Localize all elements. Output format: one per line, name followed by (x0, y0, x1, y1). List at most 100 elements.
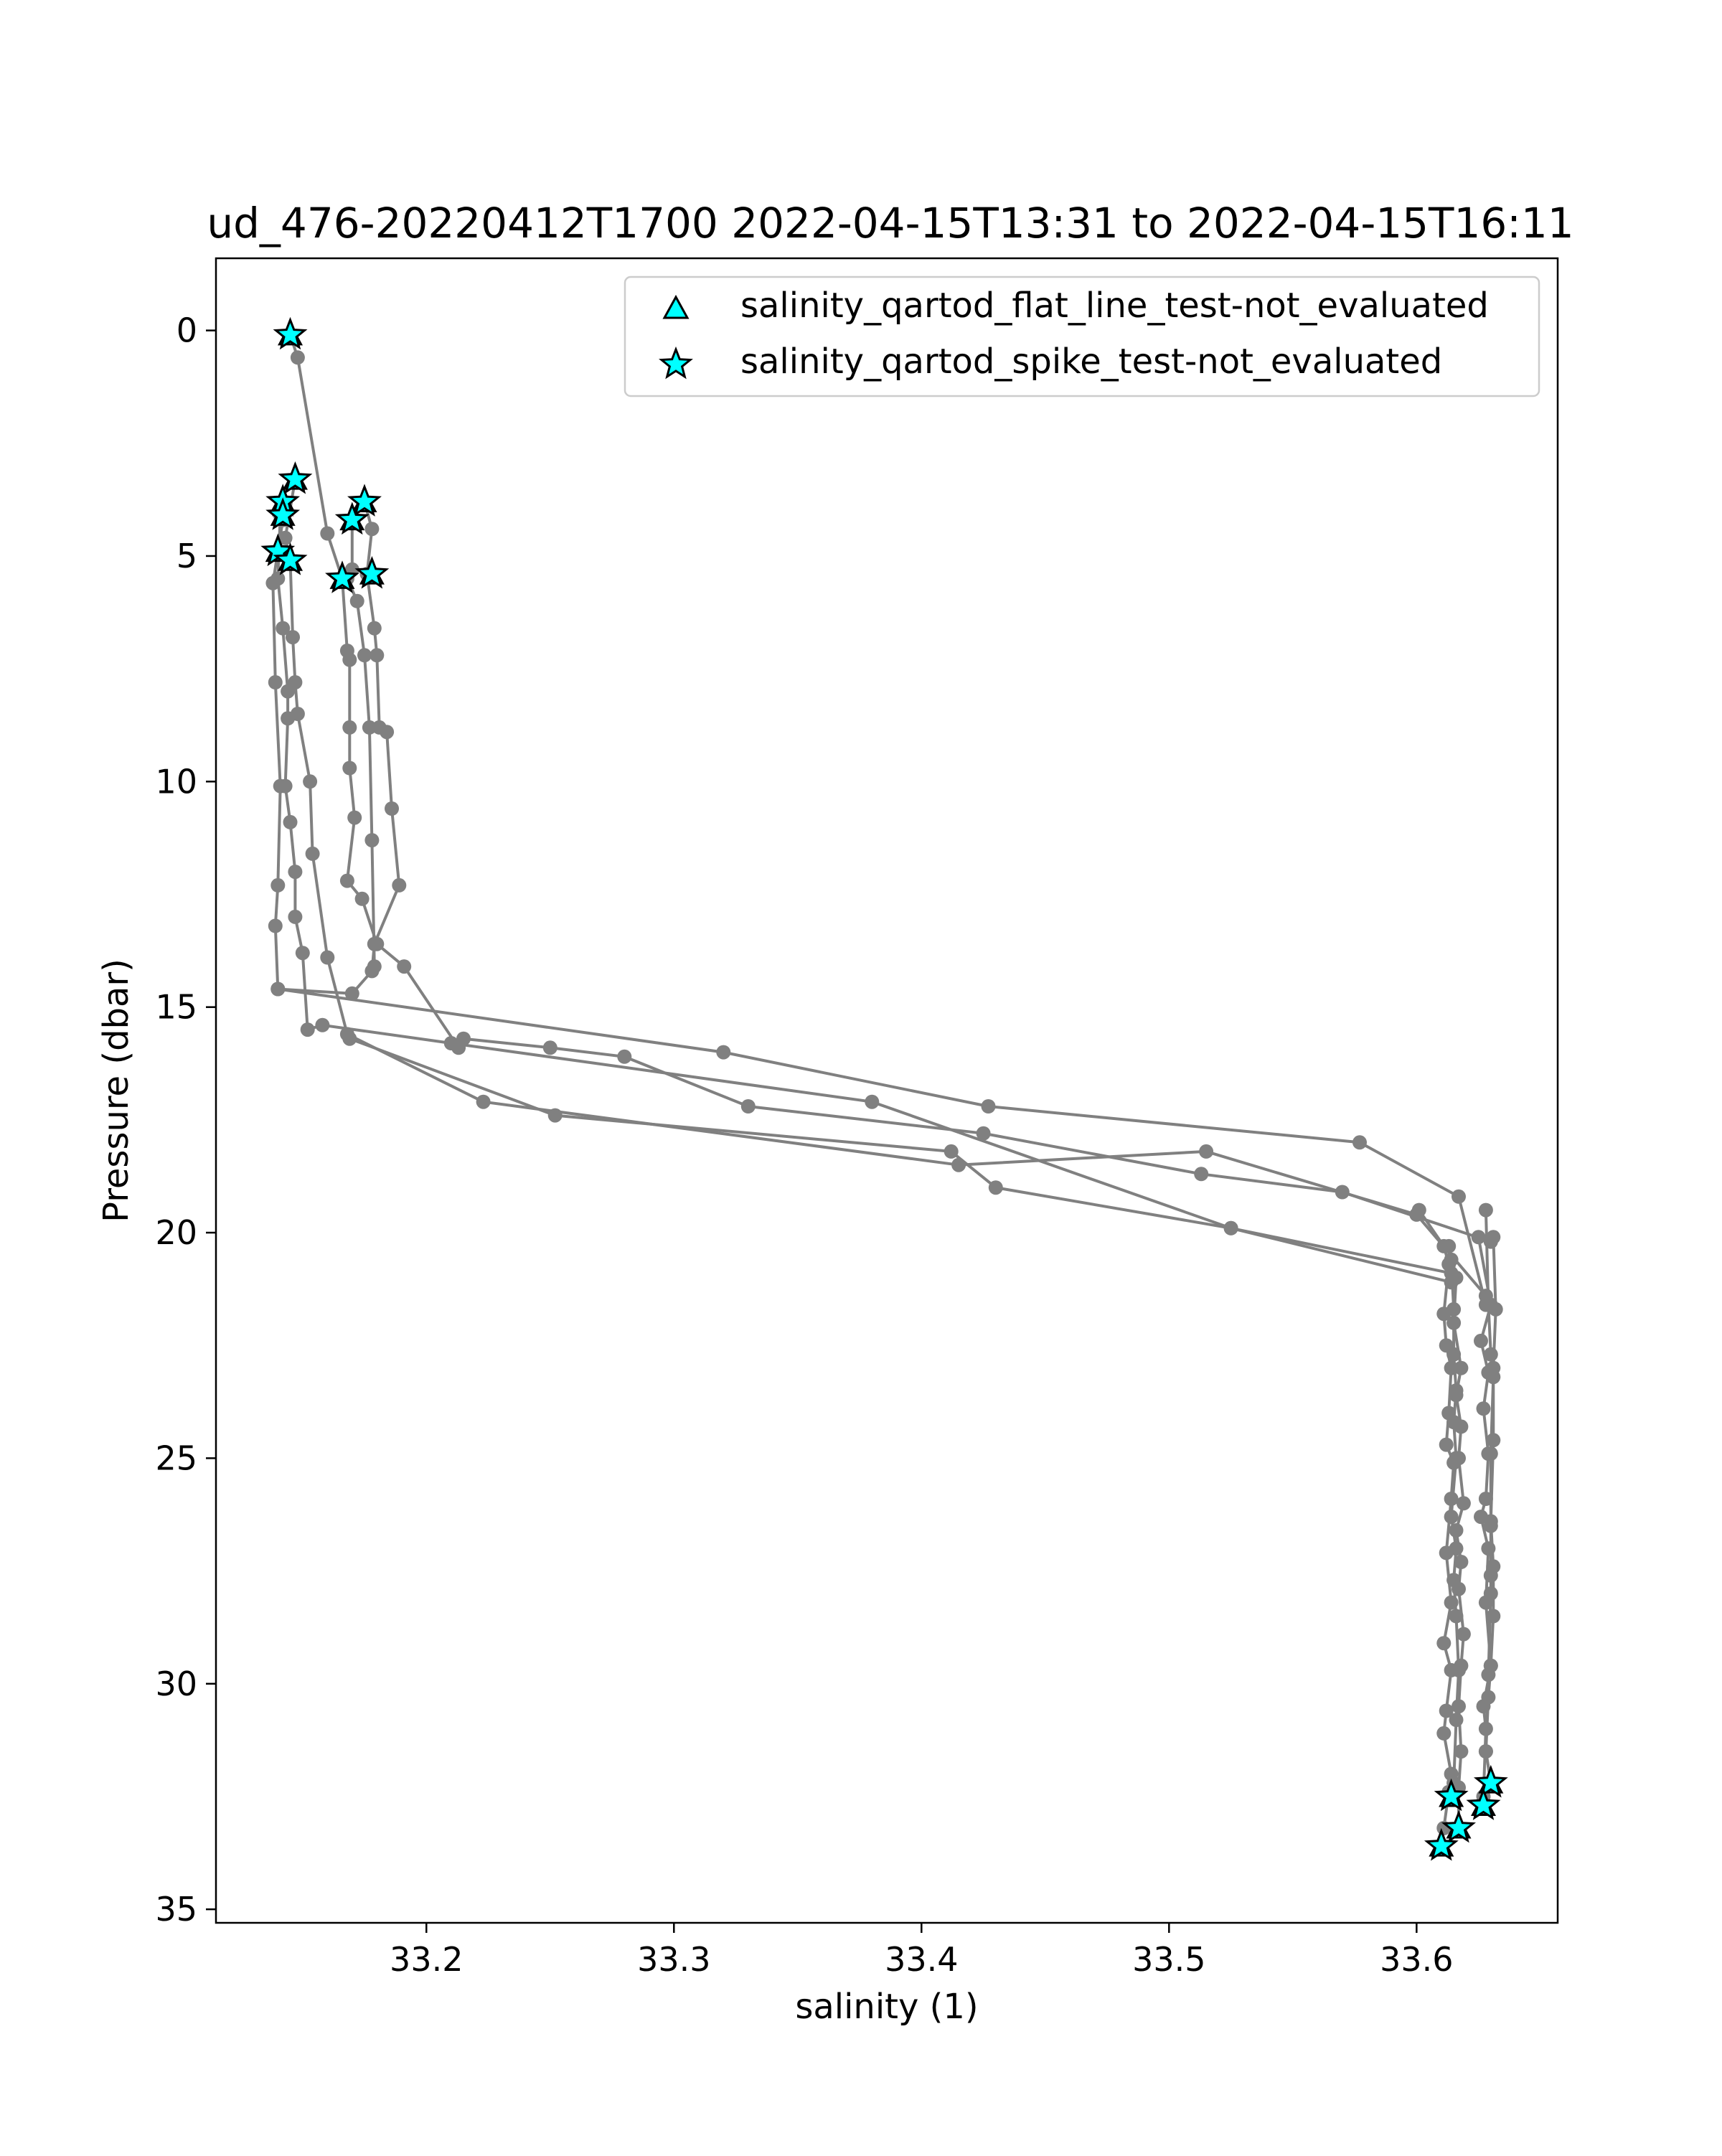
data-point (339, 873, 354, 888)
x-tick-label: 33.3 (637, 1940, 710, 1979)
data-point (1483, 1514, 1498, 1529)
spike-flag-star-icon (1424, 1827, 1459, 1861)
data-point (362, 720, 377, 735)
data-point (288, 865, 303, 880)
data-point (283, 814, 298, 829)
data-point (1481, 1690, 1496, 1705)
data-point (944, 1144, 959, 1159)
data-point (320, 526, 335, 541)
data-point (385, 801, 399, 816)
spike-flag-star-icon (1473, 1764, 1508, 1798)
data-point (270, 982, 286, 997)
data-point (1486, 1559, 1501, 1574)
profile-line (288, 334, 1492, 1243)
data-point (1488, 1301, 1503, 1317)
profile-line (271, 519, 1487, 1306)
legend-box (624, 276, 1540, 397)
data-point (342, 761, 357, 776)
x-tick-label: 33.4 (885, 1940, 958, 1979)
data-point (981, 1099, 996, 1114)
data-point (367, 621, 382, 636)
data-point (1483, 1446, 1498, 1461)
y-axis-label: Pressure (dbar) (96, 959, 136, 1223)
data-point (357, 648, 372, 663)
flagged-markers (260, 316, 1508, 1861)
data-point (364, 833, 380, 848)
data-point (1452, 1189, 1466, 1204)
data-point (1449, 1451, 1464, 1466)
y-tick-label: 15 (155, 988, 197, 1027)
spike-flag-star-icon (265, 497, 301, 530)
data-point (1352, 1135, 1367, 1150)
data-point (1486, 1360, 1501, 1375)
data-point (288, 675, 303, 689)
x-axis-label: salinity (1) (795, 1987, 978, 2027)
data-point (305, 846, 320, 861)
data-point (290, 707, 305, 721)
data-point (476, 1094, 491, 1109)
data-point (1452, 1662, 1466, 1677)
data-point (1486, 1609, 1501, 1624)
legend: salinity_qartod_flat_line_test-not_evalu… (624, 276, 1540, 397)
data-point (716, 1045, 731, 1060)
data-point (1444, 1252, 1459, 1267)
data-point (364, 522, 380, 537)
data-point (988, 1180, 1003, 1195)
chart-title: ud_476-20220412T1700 2022-04-15T13:31 to… (207, 199, 1573, 248)
spike-flag-star-icon (273, 542, 308, 575)
y-tick-label: 5 (177, 537, 197, 575)
data-point (1486, 1433, 1501, 1448)
data-point (1483, 1658, 1498, 1673)
spike-flag-star-icon (347, 484, 382, 517)
data-point (1446, 1347, 1462, 1362)
data-point (1446, 1301, 1462, 1317)
profile-series (1444, 1252, 1466, 1804)
data-point (1194, 1167, 1209, 1182)
data-point (1456, 1496, 1471, 1511)
data-point (270, 877, 286, 893)
y-tick-label: 25 (155, 1439, 197, 1477)
data-point (397, 959, 412, 974)
data-point (344, 986, 359, 1001)
data-point (1411, 1202, 1426, 1218)
data-point (1456, 1627, 1471, 1642)
spike-flag-star-icon (1434, 1778, 1469, 1812)
data-point (1486, 1230, 1501, 1245)
spike-flag-star-icon (278, 461, 313, 494)
data-point (1474, 1333, 1488, 1348)
data-point (1476, 1401, 1491, 1416)
spike-flag-star-icon (273, 316, 308, 350)
spike-flag-star-icon (354, 555, 390, 589)
y-tick-label: 10 (155, 762, 197, 801)
spike-flag-star-icon (325, 560, 359, 593)
data-point (342, 652, 357, 667)
data-point (1199, 1144, 1214, 1159)
data-point (286, 630, 300, 645)
data-point (1449, 1713, 1464, 1728)
data-point (1439, 1703, 1454, 1718)
data-point (1436, 1726, 1452, 1741)
data-point (1444, 1492, 1459, 1506)
data-point (1436, 1636, 1452, 1651)
data-point (342, 1031, 357, 1046)
data-point (1478, 1744, 1493, 1759)
profile-line (349, 1037, 1452, 1284)
data-point (740, 1099, 756, 1114)
data-point (617, 1049, 632, 1064)
data-point (288, 909, 303, 924)
axes-frame (215, 257, 1559, 1924)
data-point (1478, 1202, 1493, 1218)
data-point (542, 1040, 557, 1055)
data-point (303, 774, 318, 789)
data-point (273, 778, 288, 794)
data-point (1223, 1220, 1238, 1235)
y-tick-label: 35 (155, 1890, 197, 1929)
data-point (1471, 1230, 1486, 1245)
data-point (1449, 1609, 1464, 1624)
x-axis: 33.2 33.3 33.4 33.5 33.6 (390, 1923, 1454, 1979)
spike-flag-star-icon (334, 502, 370, 535)
data-point (1449, 1383, 1464, 1398)
data-point (1444, 1510, 1459, 1525)
